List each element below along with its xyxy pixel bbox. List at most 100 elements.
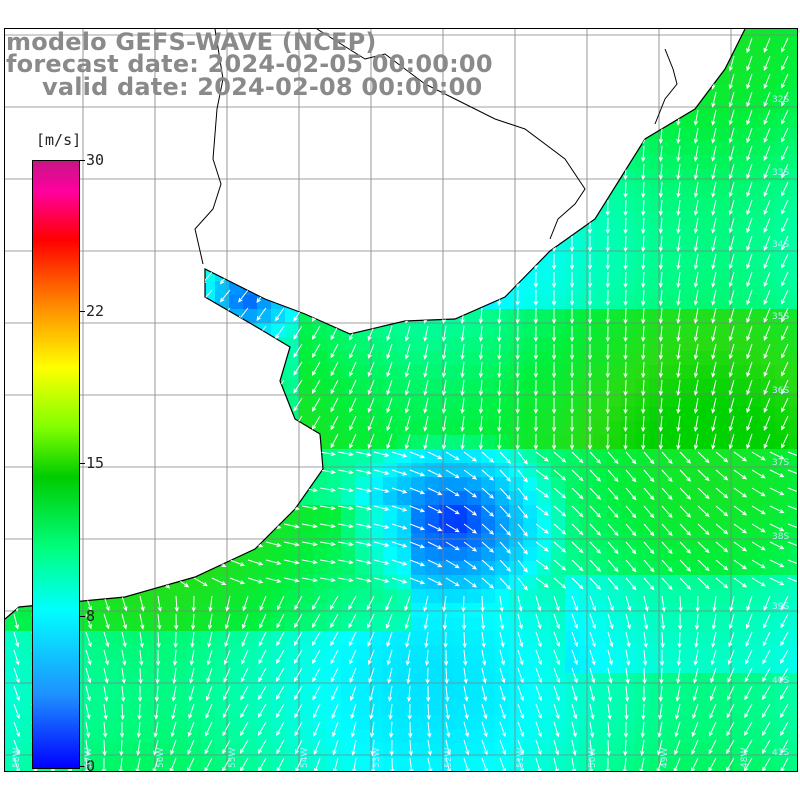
wind-arrow [571,577,584,590]
wind-cell [425,589,439,603]
wind-cell [257,365,271,379]
wind-cell [677,617,691,631]
wind-cell [635,351,649,365]
wind-arrow [693,397,699,414]
wind-cell [663,547,677,561]
wind-cell [173,309,187,323]
wind-arrow [605,217,610,235]
wind-cell [705,365,719,379]
wind-arrow [183,361,195,375]
wind-cell [481,757,495,771]
wind-arrow [533,127,539,145]
wind-arrow [147,145,159,159]
wind-arrow [607,451,619,465]
wind-cell [229,757,243,771]
wind-arrow [25,145,33,161]
wind-cell [411,267,425,281]
wind-cell [621,183,635,197]
wind-cell [537,631,551,645]
wind-cell [327,603,341,617]
wind-arrow [13,505,21,522]
wind-arrow [553,487,567,499]
wind-arrow [693,253,699,270]
wind-cell [369,575,383,589]
wind-arrow [240,685,249,701]
wind-cell [19,113,33,127]
wind-cell [229,715,243,729]
wind-cell [355,757,369,771]
wind-arrow [211,505,227,513]
wind-cell [131,743,145,757]
wind-cell [481,211,495,225]
wind-arrow [733,505,748,516]
wind-arrow [331,685,339,701]
wind-arrow [238,145,249,159]
wind-cell [271,225,285,239]
wind-arrow [551,92,557,109]
wind-cell [775,631,789,645]
wind-cell [761,519,775,533]
wind-cell [439,729,453,743]
wind-cell [369,351,383,365]
wind-cell [761,183,775,197]
wind-cell [439,365,453,379]
wind-cell [243,141,257,155]
wind-cell [201,309,215,323]
wind-cell [19,379,33,393]
wind-arrow [711,289,717,306]
wind-cell [733,561,747,575]
wind-cell [89,351,103,365]
wind-cell [103,491,117,505]
wind-arrow [274,109,285,124]
wind-cell [579,197,593,211]
wind-arrow [319,505,336,511]
wind-arrow [533,307,539,325]
wind-arrow [238,289,249,303]
wind-cell [285,435,299,449]
wind-arrow [497,415,502,433]
longitude-label: 55W [228,747,238,768]
wind-arrow [763,289,771,305]
wind-cell [481,435,495,449]
wind-arrow [478,361,484,379]
wind-arrow [551,362,557,379]
wind-cell [733,57,747,71]
wind-cell [145,379,159,393]
wind-arrow [533,73,539,91]
wind-arrow [478,181,484,199]
wind-cell [89,533,103,547]
wind-cell [607,281,621,295]
colorbar-tick-label: 15 [86,454,105,472]
wind-cell [243,603,257,617]
wind-cell [299,575,313,589]
wind-arrow [605,235,610,253]
wind-cell [117,197,131,211]
wind-arrow [676,649,682,667]
wind-cell [747,491,761,505]
wind-cell [537,407,551,421]
wind-cell [5,127,19,141]
wind-cell [621,211,635,225]
wind-arrow [658,343,664,361]
wind-arrow [535,631,542,648]
colorbar-unit: [m/s] [36,131,82,149]
wind-cell [537,57,551,71]
wind-cell [593,155,607,169]
wind-cell [369,393,383,407]
wind-cell [271,729,285,743]
wind-cell [159,729,173,743]
wind-cell [621,309,635,323]
wind-cell [579,603,593,617]
wind-cell [691,281,705,295]
wind-cell [593,253,607,267]
wind-arrow [423,127,429,144]
wind-cell [117,141,131,155]
wind-cell [131,211,145,225]
wind-arrow [551,434,557,451]
wind-cell [509,603,523,617]
wind-arrow [239,757,249,771]
wind-cell [145,645,159,659]
wind-arrow [481,649,487,666]
wind-arrow [763,199,771,215]
wind-cell [579,113,593,127]
